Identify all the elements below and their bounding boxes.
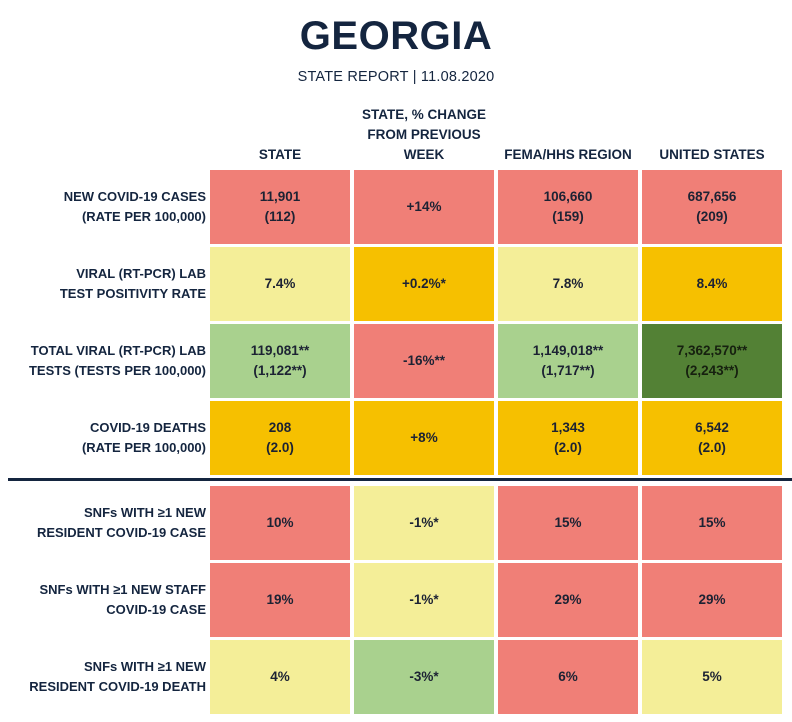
cell-value-line: 11,901 bbox=[259, 189, 301, 204]
column-header-line: STATE bbox=[258, 147, 302, 162]
cell-value-line: 10% bbox=[266, 515, 294, 530]
table-cell: 119,081** (1,122**) bbox=[210, 324, 350, 398]
column-header-line: WEEK bbox=[403, 147, 445, 162]
table-cell: -1%* bbox=[354, 486, 494, 560]
column-header: STATE, % CHANGE FROM PREVIOUS WEEK bbox=[354, 105, 494, 165]
cell-value-line: (1,717**) bbox=[541, 363, 595, 378]
cell-value-line: 4% bbox=[270, 669, 290, 684]
table-cell: +0.2%* bbox=[354, 247, 494, 321]
cell-value-line: +14% bbox=[406, 199, 442, 214]
cell-value-line: 1,343 bbox=[551, 420, 585, 435]
row-label-line: TEST POSITIVITY RATE bbox=[59, 286, 206, 301]
cell-value-line: 7.4% bbox=[264, 276, 296, 291]
table-cell: +8% bbox=[354, 401, 494, 475]
table-cell: 11,901 (112) bbox=[210, 170, 350, 244]
table-cell: 1,343 (2.0) bbox=[498, 401, 638, 475]
row-label: SNFs WITH ≥1 NEW RESIDENT COVID-19 DEATH bbox=[0, 640, 206, 714]
cell-value-line: 119,081** bbox=[250, 343, 310, 358]
cell-value-line: -16%** bbox=[402, 353, 446, 368]
row-label-line: TOTAL VIRAL (RT-PCR) LAB bbox=[30, 343, 206, 358]
row-label: VIRAL (RT-PCR) LAB TEST POSITIVITY RATE bbox=[0, 247, 206, 321]
table-cell: 7,362,570** (2,243**) bbox=[642, 324, 782, 398]
row-label: SNFs WITH ≥1 NEW STAFF COVID-19 CASE bbox=[0, 563, 207, 637]
row-label: TOTAL VIRAL (RT-PCR) LAB TESTS (TESTS PER… bbox=[0, 324, 206, 398]
table-cell: 6% bbox=[498, 640, 638, 714]
table-cell: 7.4% bbox=[210, 247, 350, 321]
row-label-line: SNFs WITH ≥1 NEW bbox=[84, 659, 206, 674]
table-cell: 10% bbox=[210, 486, 350, 560]
table-cell: 106,660 (159) bbox=[498, 170, 638, 244]
table-cell: 687,656 (209) bbox=[642, 170, 782, 244]
row-label-line: RESIDENT COVID-19 DEATH bbox=[29, 679, 206, 694]
row-label-line: COVID-19 CASE bbox=[106, 602, 206, 617]
cell-value-line: 15% bbox=[554, 515, 582, 530]
cell-value-line: (112) bbox=[264, 209, 296, 224]
row-label-line: (RATE PER 100,000) bbox=[81, 440, 206, 455]
cell-value-line: 6,542 bbox=[695, 420, 729, 435]
table-cell: -1%* bbox=[354, 563, 494, 637]
cell-value-line: 5% bbox=[702, 669, 722, 684]
table-cell: 7.8% bbox=[498, 247, 638, 321]
cell-value-line: 8.4% bbox=[696, 276, 728, 291]
cell-value-line: 7.8% bbox=[552, 276, 584, 291]
cell-value-line: (2.0) bbox=[266, 440, 294, 455]
report-subtitle: STATE REPORT | 11.08.2020 bbox=[297, 69, 495, 85]
cell-value-line: -1%* bbox=[409, 592, 439, 607]
table-cell: 15% bbox=[642, 486, 782, 560]
cell-value-line: 687,656 bbox=[687, 189, 737, 204]
row-label: SNFs WITH ≥1 NEW RESIDENT COVID-19 CASE bbox=[0, 486, 206, 560]
row-label: NEW COVID-19 CASES (RATE PER 100,000) bbox=[0, 170, 206, 244]
table-cell: 29% bbox=[498, 563, 638, 637]
table-cell: +14% bbox=[354, 170, 494, 244]
cell-value-line: 106,660 bbox=[543, 189, 593, 204]
table-cell: 4% bbox=[210, 640, 350, 714]
column-header-line: FEMA/HHS REGION bbox=[504, 147, 632, 162]
table-cell: 8.4% bbox=[642, 247, 782, 321]
table-cell: 1,149,018** (1,717**) bbox=[498, 324, 638, 398]
column-header-line: UNITED STATES bbox=[659, 147, 765, 162]
cell-value-line: 208 bbox=[268, 420, 292, 435]
row-label-line: RESIDENT COVID-19 CASE bbox=[36, 525, 206, 540]
row-label-line: VIRAL (RT-PCR) LAB bbox=[76, 266, 206, 281]
row-label-line: SNFs WITH ≥1 NEW bbox=[84, 505, 206, 520]
table-cell: 5% bbox=[642, 640, 782, 714]
row-label-line: (RATE PER 100,000) bbox=[81, 209, 206, 224]
row-label-line: COVID-19 DEATHS bbox=[89, 420, 206, 435]
row-label-line: SNFs WITH ≥1 NEW STAFF bbox=[39, 582, 207, 597]
cell-value-line: 1,149,018** bbox=[532, 343, 604, 358]
cell-value-line: (2,243**) bbox=[685, 363, 739, 378]
table-cell: 208 (2.0) bbox=[210, 401, 350, 475]
page-title: GEORGIA bbox=[299, 14, 493, 58]
column-header: FEMA/HHS REGION bbox=[498, 145, 638, 165]
cell-value-line: 19% bbox=[266, 592, 294, 607]
table-cell: 6,542 (2.0) bbox=[642, 401, 782, 475]
cell-value-line: -3%* bbox=[409, 669, 439, 684]
cell-value-line: 29% bbox=[554, 592, 582, 607]
row-label-line: NEW COVID-19 CASES bbox=[63, 189, 206, 204]
cell-value-line: 15% bbox=[698, 515, 726, 530]
column-header-line: FROM PREVIOUS bbox=[367, 127, 481, 142]
cell-value-line: 6% bbox=[558, 669, 578, 684]
cell-value-line: 29% bbox=[698, 592, 726, 607]
column-header: STATE bbox=[210, 145, 350, 165]
section-divider bbox=[8, 478, 792, 481]
column-header: UNITED STATES bbox=[642, 145, 782, 165]
table-cell: -3%* bbox=[354, 640, 494, 714]
cell-value-line: (159) bbox=[552, 209, 584, 224]
cell-value-line: (1,122**) bbox=[253, 363, 307, 378]
cell-value-line: 7,362,570** bbox=[676, 343, 748, 358]
table-cell: 29% bbox=[642, 563, 782, 637]
column-header-line: STATE, % CHANGE bbox=[361, 107, 486, 122]
row-label-line: TESTS (TESTS PER 100,000) bbox=[28, 363, 206, 378]
row-label: COVID-19 DEATHS (RATE PER 100,000) bbox=[0, 401, 206, 475]
cell-value-line: +8% bbox=[410, 430, 438, 445]
cell-value-line: (2.0) bbox=[698, 440, 726, 455]
table-cell: -16%** bbox=[354, 324, 494, 398]
table-cell: 15% bbox=[498, 486, 638, 560]
cell-value-line: +0.2%* bbox=[402, 276, 446, 291]
cell-value-line: (2.0) bbox=[554, 440, 582, 455]
table-cell: 19% bbox=[210, 563, 350, 637]
cell-value-line: (209) bbox=[696, 209, 728, 224]
cell-value-line: -1%* bbox=[409, 515, 439, 530]
